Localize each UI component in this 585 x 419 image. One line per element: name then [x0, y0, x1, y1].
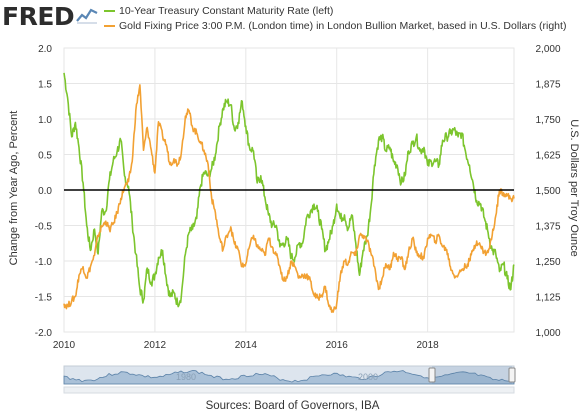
left-tick-label: -0.5 [35, 222, 53, 233]
right-tick-label: 1,875 [535, 80, 560, 91]
legend-swatch-treasury [104, 10, 115, 13]
right-tick-label: 1,500 [535, 186, 560, 197]
source-note: Sources: Board of Governors, IBA [205, 400, 380, 412]
fred-line-chart-icon [76, 8, 98, 24]
left-tick-label: 1.5 [38, 80, 52, 91]
x-tick-label: 2010 [53, 340, 76, 351]
right-tick-label: 1,000 [535, 328, 560, 339]
left-tick-label: 0.0 [38, 186, 52, 197]
right-tick-label: 1,375 [535, 222, 560, 233]
left-tick-label: 1.0 [38, 115, 52, 126]
navigator-right-handle[interactable] [508, 367, 516, 383]
right-tick-label: 1,250 [535, 257, 560, 268]
fred-logo[interactable]: FRED [2, 2, 75, 31]
right-axis-ticks: 2,000 1,875 1,750 1,625 1,500 1,375 1,250 1,125… [535, 44, 560, 339]
navigator-series [63, 369, 515, 385]
navigator-label-1980: 1980 [176, 372, 196, 382]
x-tick-label: 2016 [326, 340, 349, 351]
legend: 10-Year Treasury Constant Maturity Rate … [104, 4, 566, 34]
navigator-label-2000: 2000 [358, 372, 378, 382]
right-tick-label: 1,625 [535, 151, 560, 162]
right-tick-label: 1,125 [535, 293, 560, 304]
left-axis-label: Change from Year Ago, Percent [8, 111, 20, 266]
left-tick-label: -1.5 [35, 293, 53, 304]
legend-item-gold: Gold Fixing Price 3:00 P.M. (London time… [104, 19, 566, 34]
right-tick-label: 1,750 [535, 115, 560, 126]
left-tick-label: -2.0 [35, 328, 53, 339]
range-navigator[interactable]: 1980 2000 [63, 365, 516, 394]
x-tick-label: 2014 [235, 340, 258, 351]
legend-label-treasury: 10-Year Treasury Constant Maturity Rate … [119, 5, 334, 17]
left-tick-label: -1.0 [35, 257, 53, 268]
x-tick-label: 2012 [144, 340, 167, 351]
series-lines [63, 72, 515, 313]
treasury-rate-line [63, 72, 515, 308]
legend-label-gold: Gold Fixing Price 3:00 P.M. (London time… [119, 20, 567, 32]
navigator-scrollbar[interactable] [63, 386, 515, 394]
left-tick-label: 2.0 [38, 44, 52, 55]
chart-header: FRED 10-Year Treasury Constant Maturity … [0, 0, 585, 40]
navigator-left-handle[interactable] [428, 367, 436, 383]
left-axis-ticks: 2.0 1.5 1.0 0.5 0.0 -0.5 -1.0 -1.5 -2.0 [35, 44, 53, 339]
gold-price-line [63, 84, 515, 313]
legend-swatch-gold [104, 25, 115, 28]
navigator-selection[interactable] [432, 366, 512, 384]
x-tick-label: 2018 [417, 340, 440, 351]
left-tick-label: 0.5 [38, 151, 52, 162]
x-axis-ticks: 2010 2012 2014 2016 2018 [53, 340, 439, 351]
right-axis-label: U.S. Dollars per Troy Ounce [568, 119, 580, 257]
right-tick-label: 2,000 [535, 44, 560, 55]
legend-item-treasury: 10-Year Treasury Constant Maturity Rate … [104, 4, 566, 19]
